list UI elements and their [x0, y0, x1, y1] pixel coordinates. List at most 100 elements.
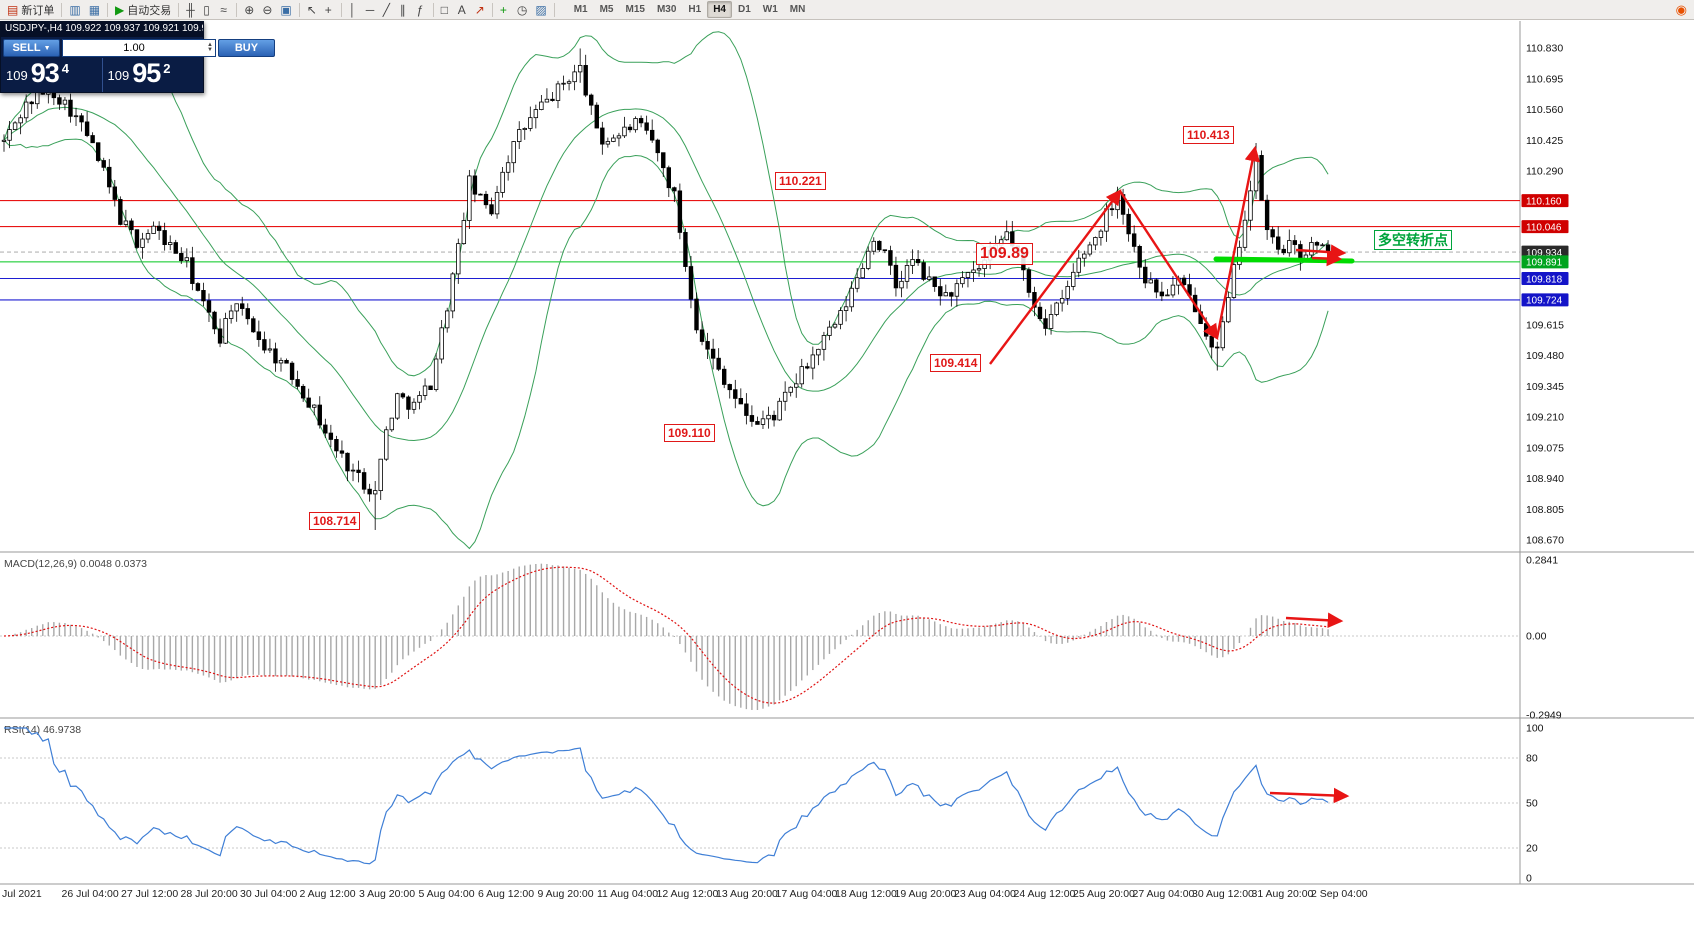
time-axis-label: 19 Aug 20:00: [895, 888, 957, 900]
toolbar-separator: [432, 2, 434, 17]
time-axis-label: 17 Aug 04:00: [776, 888, 838, 900]
broker-logo-icon[interactable]: ◉: [1675, 1, 1687, 17]
period-button-W1[interactable]: W1: [762, 4, 778, 15]
period-button-M15[interactable]: M15: [625, 4, 645, 15]
cursor-button[interactable]: ↖: [303, 1, 321, 18]
trend-arrow-up-leg-2[interactable]: [1215, 145, 1261, 339]
toolbar-separator: [553, 2, 555, 17]
toolbar-separator: [340, 2, 342, 17]
period-button-M1[interactable]: M1: [573, 4, 588, 15]
period-button-H4[interactable]: H4: [707, 1, 732, 18]
volume-input[interactable]: [63, 42, 205, 54]
trend-arrow-rsi-arrow[interactable]: [1269, 787, 1350, 804]
arrows-button[interactable]: ↗: [471, 1, 489, 18]
time-axis-label: 25 Aug 20:00: [1073, 888, 1135, 900]
buy-price-base: 109: [107, 68, 130, 83]
trendline-icon: ╱: [382, 2, 391, 17]
time-axis-label: 24 Aug 12:00: [1014, 888, 1076, 900]
horizontal-line-button[interactable]: ─: [362, 1, 379, 18]
rsi-tick-label: 50: [1526, 798, 1538, 810]
bar-chart-type-button[interactable]: ╫: [182, 1, 199, 18]
line-chart-type-button[interactable]: ≈: [216, 1, 233, 18]
price-tick-label: 109.345: [1526, 381, 1564, 393]
crosshair-icon: +: [324, 2, 332, 17]
price-label-110221[interactable]: 110.221: [775, 172, 826, 190]
time-axis-label: 30 Jul 04:00: [240, 888, 297, 900]
period-button-MN[interactable]: MN: [789, 4, 806, 15]
horizontal-line-icon: ─: [365, 2, 375, 17]
candlestick-chart-type-icon: ▯: [203, 2, 210, 17]
shapes-button[interactable]: □: [437, 1, 454, 18]
macd-indicator-label: MACD(12,26,9) 0.0048 0.0373: [4, 558, 147, 570]
rsi-tick-label: 20: [1526, 843, 1538, 855]
volume-up-icon[interactable]: ▲: [207, 42, 213, 48]
period-button-H1[interactable]: H1: [688, 4, 702, 15]
tile-windows-button[interactable]: ▣: [276, 1, 295, 18]
template-menu-button[interactable]: ▨: [531, 1, 550, 18]
fibonacci-icon: ƒ: [416, 2, 424, 17]
time-axis-label: 5 Aug 04:00: [419, 888, 475, 900]
zoom-in-button[interactable]: ⊕: [240, 1, 258, 18]
zoom-out-button[interactable]: ⊖: [258, 1, 276, 18]
candlestick-series[interactable]: [1, 48, 1331, 530]
time-axis-label: 27 Jul 12:00: [121, 888, 178, 900]
sell-button[interactable]: SELL ▼: [3, 39, 60, 57]
fibonacci-button[interactable]: ƒ: [413, 1, 430, 18]
chart-window-button[interactable]: ▥: [65, 1, 84, 18]
toolbar-separator: [491, 2, 493, 17]
price-tick-label: 108.940: [1526, 473, 1564, 485]
time-axis-label: 31 Aug 20:00: [1252, 888, 1314, 900]
crosshair-button[interactable]: +: [321, 1, 338, 18]
trend-arrow-side-arrow-2[interactable]: [1311, 250, 1343, 267]
indicators-button[interactable]: +: [496, 1, 513, 18]
time-axis-label: 2 Sep 04:00: [1311, 888, 1368, 900]
buy-button[interactable]: BUY: [217, 39, 275, 57]
sell-price[interactable]: 109 93 4: [1, 58, 103, 92]
candlestick-chart-type-button[interactable]: ▯: [199, 1, 216, 18]
pivot-note[interactable]: 多空转折点: [1374, 230, 1452, 250]
period-button-D1[interactable]: D1: [738, 4, 751, 15]
profiles-button[interactable]: ▦: [85, 1, 104, 18]
trend-arrow-down-leg[interactable]: [1118, 190, 1219, 340]
toolbar-separator: [61, 2, 63, 17]
macd-signal-line: [3, 566, 1329, 704]
trend-arrow-up-leg-1[interactable]: [989, 189, 1122, 365]
time-axis-label: 18 Aug 12:00: [835, 888, 897, 900]
period-button-M5[interactable]: M5: [599, 4, 614, 15]
rsi-tick-label: 100: [1526, 723, 1544, 735]
profiles-icon: ▦: [88, 2, 101, 17]
price-scale-box-109.891: [1521, 255, 1569, 269]
vertical-line-button[interactable]: │: [345, 1, 362, 18]
time-axis-label: Jul 2021: [2, 888, 42, 900]
price-tick-label: 108.670: [1526, 535, 1564, 547]
new-order-button[interactable]: ▤ 新订单: [3, 1, 58, 18]
price-label-109110[interactable]: 109.110: [664, 424, 715, 442]
price-tick-label: 110.290: [1526, 166, 1563, 178]
price-label-109414[interactable]: 109.414: [930, 354, 982, 372]
buy-price-sup: 2: [163, 61, 171, 76]
price-scale-box-109.724: [1521, 293, 1569, 307]
auto-trading-button[interactable]: ▶ 自动交易: [111, 1, 175, 18]
buy-price[interactable]: 109 95 2: [103, 58, 204, 92]
timeframe-menu-button[interactable]: ◷: [513, 1, 531, 18]
price-label-10989[interactable]: 109.89: [976, 243, 1033, 265]
channel-button[interactable]: ∥: [396, 1, 413, 18]
chart-caption: USDJPY-,H4 109.922 109.937 109.921 109.9…: [1, 22, 203, 37]
price-scale-box-110.160: [1521, 194, 1569, 208]
trend-arrow-macd-arrow[interactable]: [1285, 612, 1344, 629]
volume-down-icon[interactable]: ▼: [207, 47, 213, 53]
time-axis-label: 26 Jul 04:00: [62, 888, 119, 900]
volume-spinner: ▲ ▼: [205, 42, 215, 53]
price-tick-label: 110.425: [1526, 135, 1563, 147]
price-scale-box-label: 109.891: [1526, 258, 1563, 269]
trendline-button[interactable]: ╱: [379, 1, 396, 18]
price-label-110413[interactable]: 110.413: [1183, 126, 1234, 144]
text-button[interactable]: A: [454, 1, 471, 18]
period-button-M30[interactable]: M30: [656, 4, 677, 15]
bollinger-middle-line: [3, 106, 1329, 442]
time-axis-label: 3 Aug 20:00: [359, 888, 415, 900]
sell-price-base: 109: [6, 68, 28, 83]
price-label-108714[interactable]: 108.714: [309, 512, 361, 530]
